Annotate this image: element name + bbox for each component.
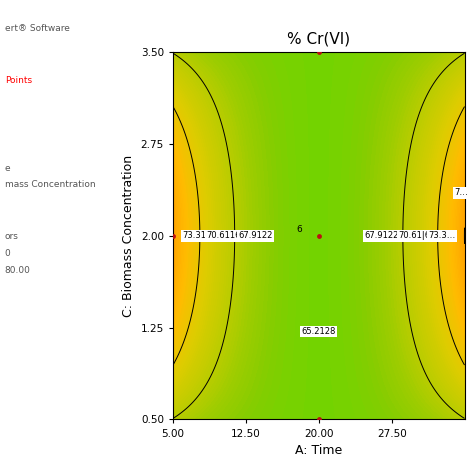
Text: 73.3…: 73.3… [428,231,456,240]
Text: 80.00: 80.00 [5,265,31,274]
Text: 73.311: 73.311 [182,231,212,240]
Text: 67.9122: 67.9122 [238,231,273,240]
X-axis label: A: Time: A: Time [295,444,342,457]
Text: Points: Points [5,76,32,85]
Text: e: e [5,164,10,173]
Text: 0: 0 [5,249,10,258]
Text: ors: ors [5,232,18,241]
Title: % Cr(VI): % Cr(VI) [287,32,350,47]
Text: 70.6116: 70.6116 [206,231,241,240]
Text: 6: 6 [297,225,302,234]
Text: mass Concentration: mass Concentration [5,180,95,189]
Text: 65.2128: 65.2128 [301,327,336,336]
Text: 67.9122: 67.9122 [365,231,399,240]
Y-axis label: C: Biomass Concentration: C: Biomass Concentration [122,155,135,317]
Text: 70.61|6: 70.61|6 [398,231,430,240]
Text: ert® Software: ert® Software [5,24,70,33]
Text: 7…: 7… [455,189,468,198]
